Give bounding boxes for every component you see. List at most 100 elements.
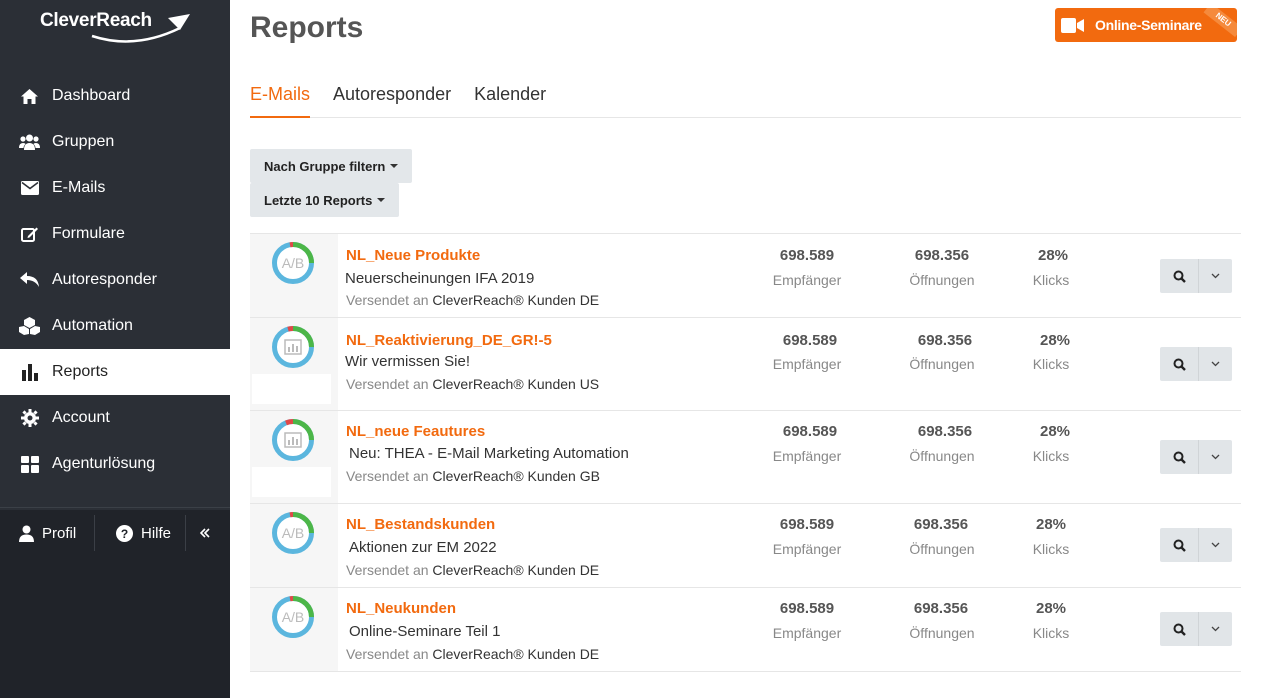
report-name[interactable]: NL_Bestandskunden [346,516,496,533]
sidebar-divider [0,507,230,508]
search-icon [1173,270,1186,283]
ab-test-icon: A/B [272,512,314,554]
gear-icon [19,408,40,428]
home-icon [19,86,40,106]
sidebar-item-formulare[interactable]: Formulare [0,211,230,257]
tab-kalender[interactable]: Kalender [474,84,547,104]
video-camera-icon [1061,17,1085,34]
report-options-button[interactable] [1198,612,1232,646]
report-options-button[interactable] [1198,347,1232,381]
sidebar-item-account[interactable]: Account [0,395,230,441]
report-options-button[interactable] [1198,528,1232,562]
opens-value: 698.356 [913,516,969,533]
chevron-down-icon [1211,361,1220,367]
sent-group: CleverReach® Kunden DE [432,646,600,662]
cleverreach-logo[interactable]: CleverReach [40,10,200,44]
view-report-button[interactable] [1160,440,1198,474]
report-row[interactable]: A/B NL_Neukunden Online-Seminare Teil 1 … [250,588,1241,672]
sidebar-item-dashboard[interactable]: Dashboard [0,73,230,119]
report-sent-to: Versendet an CleverReach® Kunden GB [346,468,600,484]
clicks-value: 28% [1037,247,1069,264]
report-name[interactable]: NL_Neue Produkte [346,247,481,264]
recipients-value: 698.589 [779,247,835,264]
opens-value: 698.356 [914,247,970,264]
report-chart-icon [272,326,314,368]
recipients-label: Empfänger [772,448,842,464]
report-subject: Neu: THEA - E-Mail Marketing Automation [349,445,629,462]
recipients-label: Empfänger [772,356,842,372]
report-sent-to: Versendet an CleverReach® Kunden DE [346,646,599,662]
group-filter-label: Nach Gruppe filtern [264,158,386,174]
report-name[interactable]: NL_neue Feautures [346,423,486,440]
clicks-label: Klicks [1032,448,1070,464]
sidebar-item-label: Gruppen [52,133,115,150]
reply-icon [19,270,40,290]
report-name[interactable]: NL_Neukunden [346,600,457,617]
sidebar-item-agenturloesung[interactable]: Agenturlösung [0,441,230,487]
profile-label: Profil [42,524,77,542]
sidebar-item-label: Formulare [52,225,125,242]
chevron-down-icon [1211,273,1220,279]
view-report-button[interactable] [1160,612,1198,646]
ab-test-icon: A/B [272,242,314,284]
sidebar-item-label: Automation [52,317,133,334]
report-name[interactable]: NL_Reaktivierung_DE_GR!-5 [346,332,552,349]
sidebar-item-autoresponder[interactable]: Autoresponder [0,257,230,303]
reports-list: A/B NL_Neue Produkte Neuerscheinungen IF… [250,233,1241,672]
report-options-button[interactable] [1198,440,1232,474]
sidebar-item-emails[interactable]: E-Mails [0,165,230,211]
report-tabs: E-Mails Autoresponder Kalender [250,84,1241,118]
envelope-icon [19,178,40,198]
opens-value: 698.356 [917,423,973,440]
report-subject: Online-Seminare Teil 1 [349,623,501,640]
view-report-button[interactable] [1160,528,1198,562]
tab-emails[interactable]: E-Mails [250,84,311,118]
sidebar-item-automation[interactable]: Automation [0,303,230,349]
clicks-value: 28% [1035,516,1067,533]
sent-group: CleverReach® Kunden DE [432,562,600,578]
recipients-value: 698.589 [779,516,835,533]
sidebar-item-gruppen[interactable]: Gruppen [0,119,230,165]
sidebar: CleverReach Dashboard Gruppen [0,0,230,698]
view-report-button[interactable] [1160,259,1198,293]
svg-text:A/B: A/B [282,255,305,271]
report-row[interactable]: A/B NL_Bestandskunden Aktionen zur EM 20… [250,504,1241,588]
users-icon [19,132,40,152]
sent-group: CleverReach® Kunden US [432,376,600,392]
clicks-value: 28% [1035,600,1067,617]
report-actions [1160,347,1233,381]
user-icon [19,525,34,542]
collapse-sidebar-button[interactable] [186,510,230,556]
group-filter-dropdown[interactable]: Nach Gruppe filtern [250,149,413,183]
ab-test-icon: A/B [272,596,314,638]
online-seminare-button[interactable]: Online-Seminare NEU [1055,8,1237,42]
last-reports-label: Letzte 10 Reports [264,192,373,208]
footer-separator [185,515,186,551]
main-content: Reports Online-Seminare NEU E-Mails Auto… [230,0,1277,698]
sidebar-footer-row: Profil ? Hilfe [0,510,230,556]
report-row[interactable]: NL_neue Feautures Neu: THEA - E-Mail Mar… [250,411,1241,504]
profile-link[interactable]: Profil [0,510,94,556]
recipients-label: Empfänger [772,541,842,557]
footer-separator [94,515,95,551]
sidebar-item-label: Dashboard [52,87,131,104]
sidebar-item-reports[interactable]: Reports [0,349,230,395]
sent-prefix: Versendet an [346,562,429,578]
recipients-label: Empfänger [772,272,842,288]
last-reports-dropdown[interactable]: Letzte 10 Reports [250,183,400,217]
new-badge: NEU [1203,8,1237,38]
chevron-down-icon [1211,626,1220,632]
edit-icon [19,224,40,244]
tab-autoresponder[interactable]: Autoresponder [333,84,452,104]
recipients-value: 698.589 [779,600,835,617]
report-row[interactable]: NL_Reaktivierung_DE_GR!-5 Wir vermissen … [250,318,1241,411]
report-row[interactable]: A/B NL_Neue Produkte Neuerscheinungen IF… [250,234,1241,318]
report-actions [1160,612,1233,646]
opens-label: Öffnungen [909,625,975,641]
report-actions [1160,259,1233,293]
report-options-button[interactable] [1198,259,1232,293]
view-report-button[interactable] [1160,347,1198,381]
help-link[interactable]: ? Hilfe [95,510,185,556]
sidebar-nav: Dashboard Gruppen E-Mails Formulare [0,73,230,487]
